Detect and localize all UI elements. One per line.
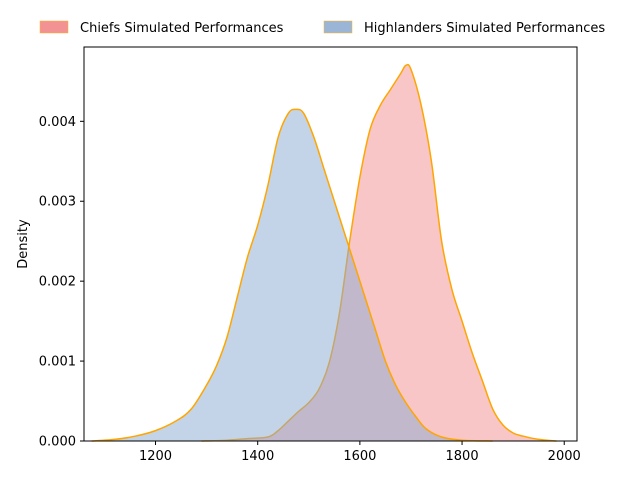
legend-label-highlanders: Highlanders Simulated Performances [364, 21, 605, 36]
legend-label-chiefs: Chiefs Simulated Performances [80, 21, 284, 36]
y-axis: 0.000 0.001 0.002 0.003 0.004 [39, 115, 84, 450]
x-axis: 1200 1400 1600 1800 2000 [139, 441, 581, 464]
y-tick-label: 0.002 [39, 275, 76, 290]
y-tick-label: 0.004 [39, 115, 76, 130]
y-tick-label: 0.001 [39, 355, 76, 370]
x-tick-label: 1800 [446, 449, 479, 464]
y-axis-title: Density [16, 219, 31, 269]
legend-swatch-highlanders [323, 20, 353, 34]
legend-swatch-chiefs [39, 20, 69, 34]
x-tick-label: 1600 [343, 449, 376, 464]
x-tick-label: 1200 [139, 449, 172, 464]
plot-frame [83, 46, 578, 442]
legend: Chiefs Simulated Performances Highlander… [39, 20, 605, 36]
y-tick-label: 0.003 [39, 195, 76, 210]
y-tick-label: 0.000 [39, 435, 76, 450]
x-tick-label: 1400 [241, 449, 274, 464]
density-area-chiefs [201, 64, 557, 442]
x-tick-label: 2000 [548, 449, 581, 464]
series-layer [91, 63, 557, 442]
density-area-highlanders [91, 109, 493, 441]
density-line-highlanders [91, 108, 493, 442]
